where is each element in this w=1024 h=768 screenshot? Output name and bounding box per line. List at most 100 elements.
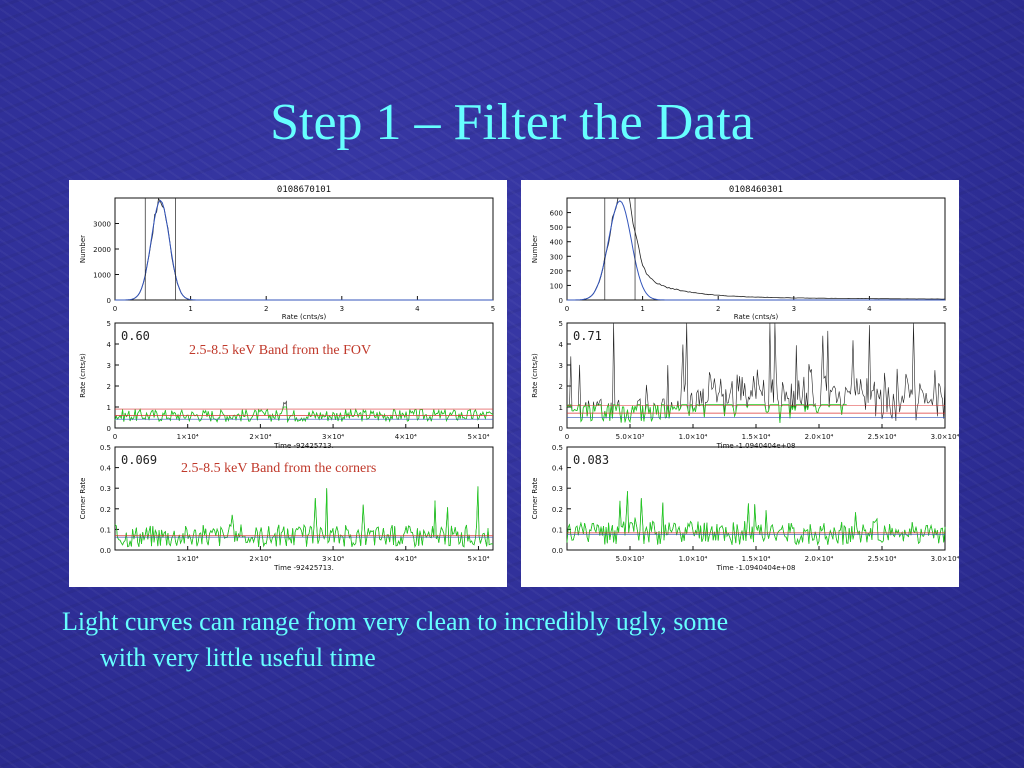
x-tick-label: 3 [340, 305, 344, 313]
figure-panel-right: 0108460301 0 100 200 300 400 500 600 0 1 2 3 4 5 Rate … [521, 180, 959, 587]
figure-svg-right: 0108460301 0 100 200 300 400 500 600 0 1 2 3 4 5 Rate … [531, 185, 959, 572]
x-axis-label: Rate (cnts/s) [282, 313, 327, 321]
x-tick-label: 4×10⁴ [395, 555, 417, 563]
lc-plot: 0 1 2 3 4 5 0 1×10⁴ 2×10⁴ 3×10⁴ 4×10⁴ 5×10⁴ Time -92… [79, 320, 494, 450]
y-tick-label: 3 [559, 362, 563, 370]
x-tick-label: 1.0×10⁴ [679, 555, 708, 563]
x-tick-label: 0 [113, 433, 117, 441]
lc-frame [114, 322, 494, 429]
y-axis-label: Number [531, 235, 539, 263]
y-tick-label: 4 [107, 341, 112, 349]
x-tick-label: 1 [188, 305, 192, 313]
y-tick-label: 300 [550, 253, 563, 261]
y-tick-label: 0.1 [552, 526, 563, 534]
y-tick-label: 100 [550, 282, 563, 290]
x-tick-label: 1.0×10⁴ [679, 433, 708, 441]
threshold-value-label: 0.60 [121, 329, 150, 343]
y-tick-label: 400 [550, 239, 563, 247]
y-tick-label: 0.1 [100, 526, 111, 534]
x-tick-label: 5×10⁴ [467, 433, 489, 441]
x-axis-label: Rate (cnts/s) [734, 313, 779, 321]
x-tick-label: 5×10⁴ [467, 555, 489, 563]
y-axis-label: Rate (cnts/s) [79, 353, 87, 398]
y-tick-label: 200 [550, 268, 563, 276]
corner-filtered-curve [114, 486, 494, 548]
corner-band-label: 2.5-8.5 keV Band from the corners [181, 461, 377, 476]
slide-caption: Light curves can range from very clean t… [62, 604, 962, 676]
y-axis-label: Corner Rate [531, 478, 539, 520]
y-tick-label: 0.0 [100, 547, 111, 555]
x-tick-label: 5 [943, 305, 947, 313]
lc-plot: 0 1 2 3 4 5 0 5.0×10³ 1.0×10⁴ 1.5×10⁴ 2.0×10⁴ 2.5×1… [531, 320, 959, 450]
corner-frame [114, 446, 494, 551]
y-tick-label: 0.5 [100, 444, 111, 452]
threshold-value-label: 0.71 [573, 329, 602, 343]
y-tick-label: 0 [107, 425, 111, 433]
histogram-observed [115, 197, 493, 301]
x-tick-label: 2.0×10⁴ [805, 433, 834, 441]
x-tick-label: 5.0×10³ [616, 433, 645, 441]
x-tick-label: 1.5×10⁴ [742, 433, 771, 441]
fov-band-label: 2.5-8.5 keV Band from the FOV [189, 343, 372, 358]
y-tick-label: 3000 [93, 221, 111, 229]
y-tick-label: 600 [550, 210, 563, 218]
figure-panel-left: 0108670101 0 1000 2000 3000 0 1 2 3 4 5 Rate (cnts/… [69, 180, 507, 587]
y-tick-label: 0.2 [100, 506, 111, 514]
x-tick-label: 2×10⁴ [249, 433, 271, 441]
y-tick-label: 0.3 [552, 485, 563, 493]
figure-svg-left: 0108670101 0 1000 2000 3000 0 1 2 3 4 5 Rate (cnts/… [79, 185, 495, 572]
x-tick-label: 3 [792, 305, 796, 313]
hist-frame [114, 197, 494, 301]
x-tick-label: 3×10⁴ [322, 555, 344, 563]
y-tick-label: 0.5 [552, 444, 563, 452]
y-tick-label: 0.2 [552, 506, 563, 514]
y-tick-label: 5 [559, 320, 563, 328]
lc-filtered-curve [566, 403, 847, 424]
x-tick-label: 3.0×10⁴ [931, 555, 959, 563]
x-tick-label: 2×10⁴ [249, 555, 271, 563]
x-axis-label: Time -92425713. [273, 564, 334, 572]
x-axis-label: Time -92425713. [273, 442, 334, 450]
x-tick-label: 1.5×10⁴ [742, 555, 771, 563]
hist-plot: 0 100 200 300 400 500 600 0 1 2 3 4 5 Rate (cnts/s) Nu… [531, 197, 947, 321]
y-tick-label: 0 [107, 297, 111, 305]
y-tick-label: 0 [559, 425, 563, 433]
x-tick-label: 2 [716, 305, 720, 313]
y-tick-label: 0.4 [100, 465, 112, 473]
slide-title: Step 1 – Filter the Data [270, 94, 754, 151]
x-tick-label: 1×10⁴ [177, 555, 199, 563]
x-tick-label: 5 [491, 305, 495, 313]
y-tick-label: 0 [559, 297, 563, 305]
y-tick-label: 2000 [93, 246, 111, 254]
figure-title: 0108460301 [729, 185, 783, 195]
y-tick-label: 0.0 [552, 547, 563, 555]
histogram-observed [567, 197, 946, 301]
x-axis-label: Time -1.0940404e+08 [716, 564, 796, 572]
y-tick-label: 2 [107, 383, 111, 391]
histogram-gaussian-fit [567, 200, 945, 301]
y-tick-label: 500 [550, 224, 563, 232]
caption-line-1: Light curves can range from very clean t… [62, 607, 729, 636]
y-tick-label: 1 [107, 404, 111, 412]
x-tick-label: 4×10⁴ [395, 433, 417, 441]
y-tick-label: 1 [559, 404, 563, 412]
threshold-value-label: 0.083 [573, 453, 609, 467]
figure-title: 0108670101 [277, 185, 331, 195]
corner-plot: 0.0 0.1 0.2 0.3 0.4 0.5 5.0×10³ 1.0×10⁴ 1.5×10⁴ 2… [531, 444, 959, 572]
x-tick-label: 2.5×10⁴ [868, 555, 897, 563]
x-tick-label: 4 [867, 305, 872, 313]
y-axis-label: Corner Rate [79, 478, 87, 520]
x-tick-label: 3×10⁴ [322, 433, 344, 441]
lc-frame [566, 322, 946, 429]
y-axis-label: Number [79, 235, 87, 263]
corner-filtered-curve [566, 491, 946, 546]
x-tick-label: 3.0×10⁴ [931, 433, 959, 441]
hist-plot: 0 1000 2000 3000 0 1 2 3 4 5 Rate (cnts/s) Number [79, 197, 495, 321]
y-tick-label: 1000 [93, 272, 111, 280]
y-tick-label: 0.3 [100, 485, 111, 493]
x-tick-label: 0 [113, 305, 117, 313]
x-tick-label: 4 [415, 305, 420, 313]
x-tick-label: 0 [565, 433, 569, 441]
x-tick-label: 2.5×10⁴ [868, 433, 897, 441]
hist-frame [566, 197, 946, 301]
